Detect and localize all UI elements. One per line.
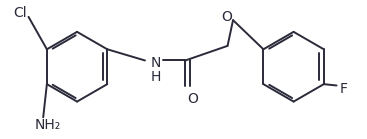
Text: O: O: [221, 10, 232, 24]
Text: H: H: [151, 70, 161, 84]
Text: F: F: [339, 82, 348, 96]
Text: O: O: [187, 92, 198, 106]
Text: Cl: Cl: [13, 6, 26, 19]
Text: N: N: [151, 56, 161, 70]
Text: NH₂: NH₂: [34, 118, 61, 132]
